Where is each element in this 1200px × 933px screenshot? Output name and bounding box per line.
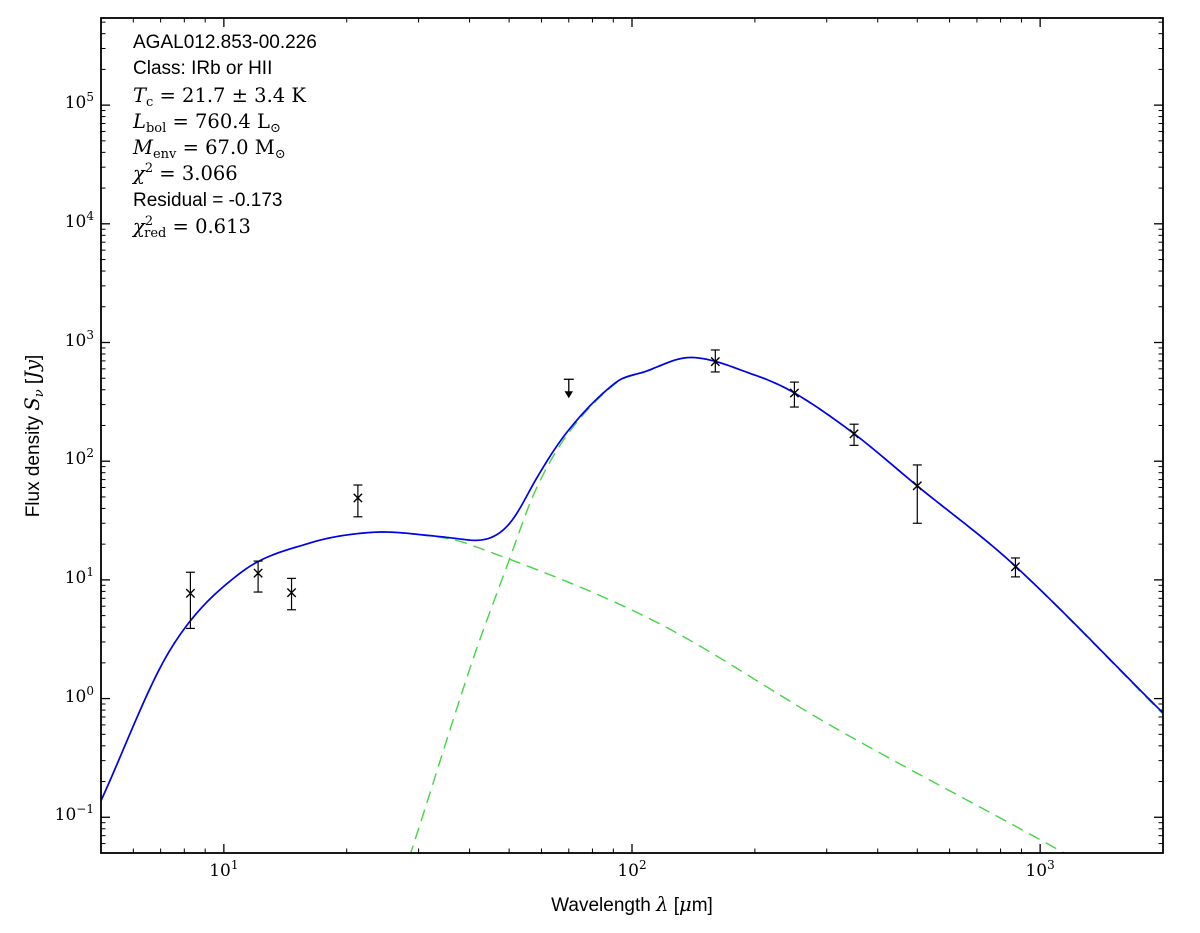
annotation-bolometric-luminosity: Lbol = 760.4 L⊙ xyxy=(133,109,281,136)
y-tick-label: 105 xyxy=(64,90,94,114)
data-point-8.28um xyxy=(185,571,196,630)
x-tick-label: 102 xyxy=(617,858,647,881)
series-total-model xyxy=(101,356,1163,802)
data-point-14.65um xyxy=(286,577,297,611)
x-axis-label: Wavelength λ [μm] xyxy=(551,893,713,916)
data-point-160um xyxy=(710,349,721,373)
data-points xyxy=(185,349,1021,630)
model-curves xyxy=(101,356,1163,853)
data-point-12.13um xyxy=(253,560,263,593)
data-point-250um xyxy=(789,381,800,408)
data-point-500um xyxy=(912,464,922,524)
series-cold-component xyxy=(410,356,1163,853)
annotation-source-name: AGAL012.853-00.226 xyxy=(133,32,317,53)
y-tick-label: 10−1 xyxy=(54,802,94,826)
fit-parameters-annotation: AGAL012.853-00.226 Class: IRb or HII Tc = … xyxy=(133,30,317,240)
y-tick-label: 102 xyxy=(64,446,94,470)
y-tick-label: 100 xyxy=(64,683,94,707)
data-point-870um xyxy=(1010,557,1021,578)
annotation-residual: Residual = -0.173 xyxy=(133,189,283,211)
annotation-dust-temperature: Tc = 21.7 ± 3.4 K xyxy=(133,83,306,110)
upper-limit-70um xyxy=(563,378,574,399)
y-tick-label: 103 xyxy=(64,327,94,351)
x-tick-label: 101 xyxy=(209,858,239,881)
annotation-class: Class: IRb or HII xyxy=(133,58,273,80)
x-tick-label: 103 xyxy=(1025,858,1055,881)
annotation-chi-squared: χ2 = 3.066 xyxy=(133,161,238,186)
y-tick-label: 104 xyxy=(64,208,94,232)
data-point-21.3um xyxy=(353,484,363,518)
axes-frame xyxy=(100,17,1164,854)
annotation-envelope-mass: Menv = 67.0 M⊙ xyxy=(133,136,286,163)
y-tick-label: 101 xyxy=(64,564,94,588)
series-warm-component xyxy=(101,531,1066,853)
data-point-350um xyxy=(849,423,859,446)
y-axis-label: Flux density Sν [Jy] xyxy=(21,354,47,517)
annotation-reduced-chi-squared: χ2red = 0.613 xyxy=(133,214,251,242)
